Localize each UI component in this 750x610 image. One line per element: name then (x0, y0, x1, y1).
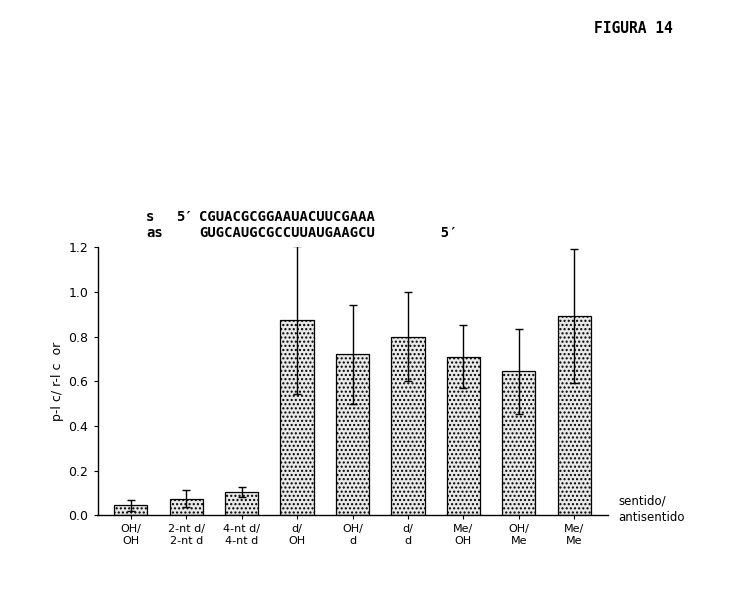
Bar (225, 492, 258, 515)
Text: FIGURA 14: FIGURA 14 (594, 21, 674, 37)
Bar (503, 371, 536, 515)
Text: s: s (146, 210, 154, 223)
Bar (280, 320, 314, 515)
Bar (392, 337, 424, 515)
Y-axis label: p-l c/ r-l c  or: p-l c/ r-l c or (51, 342, 64, 421)
Text: 5′: 5′ (176, 210, 193, 223)
Bar (557, 317, 591, 515)
Text: 5′: 5′ (424, 226, 458, 240)
Text: CGUACGCGGAAUACUUCGAAA: CGUACGCGGAAUACUUCGAAA (199, 210, 375, 223)
Text: as: as (146, 226, 163, 240)
Bar (170, 499, 202, 515)
Bar (447, 357, 480, 515)
Text: sentido/
antisentido: sentido/ antisentido (618, 494, 685, 525)
Bar (114, 505, 148, 515)
Text: GUGCAUGCGCCUUAUGAAGCU: GUGCAUGCGCCUUAUGAAGCU (199, 226, 375, 240)
Bar (336, 354, 369, 515)
